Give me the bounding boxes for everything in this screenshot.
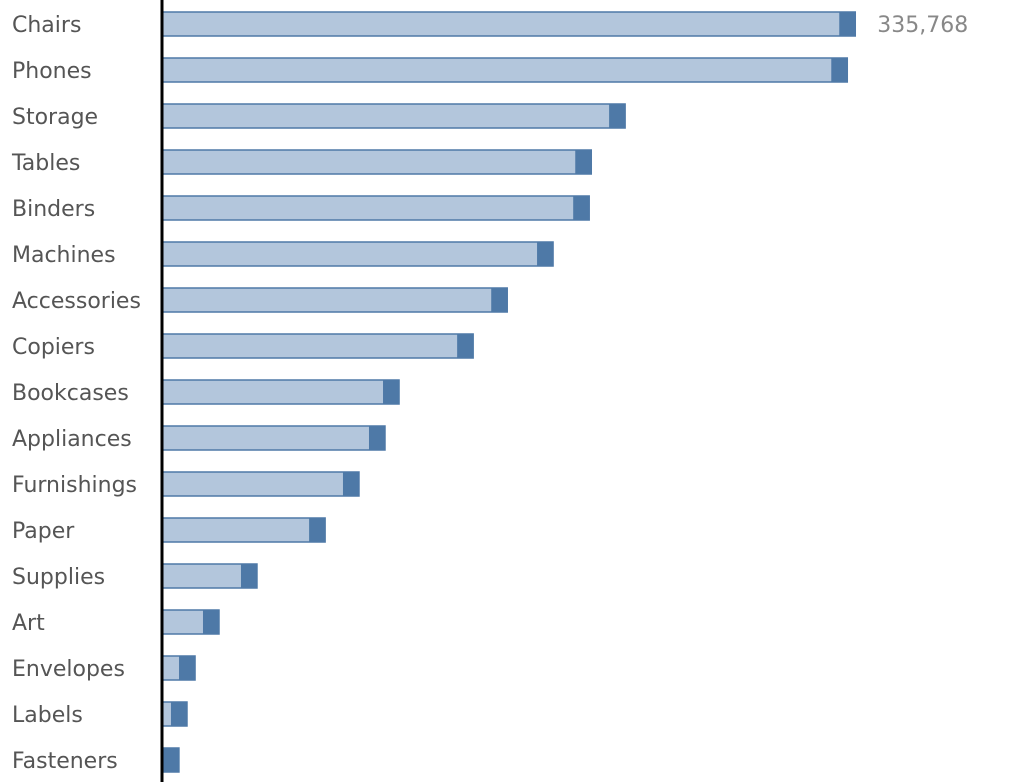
category-label: Fasteners (12, 749, 118, 774)
bar-cap (537, 242, 554, 266)
category-label: Phones (12, 59, 92, 84)
bar-cap (309, 518, 326, 542)
bar-cap (457, 334, 474, 358)
bar (161, 57, 849, 83)
bar (161, 471, 360, 497)
bar-cap (573, 196, 590, 220)
bar (161, 149, 593, 175)
bar (161, 241, 554, 267)
bar (161, 195, 590, 221)
category-label: Binders (12, 197, 95, 222)
category-label: Storage (12, 105, 98, 130)
bar-cap (202, 610, 219, 634)
category-label: Art (12, 611, 45, 636)
bar-cap (342, 472, 359, 496)
bar-cap (575, 150, 592, 174)
category-label: Paper (12, 519, 75, 544)
bar-cap (170, 702, 187, 726)
bar (161, 379, 400, 405)
category-label: Machines (12, 243, 116, 268)
category-label: Bookcases (12, 381, 129, 406)
value-label: 335,768 (877, 13, 968, 38)
bar (161, 11, 857, 37)
bar-cap (831, 58, 848, 82)
bar-cap (491, 288, 508, 312)
category-label: Labels (12, 703, 83, 728)
bar-cap (368, 426, 385, 450)
category-label: Supplies (12, 565, 105, 590)
category-label: Chairs (12, 13, 81, 38)
bar (161, 517, 326, 543)
bar (161, 103, 626, 129)
category-label: Tables (11, 151, 80, 176)
category-label: Envelopes (12, 657, 125, 682)
bar-cap (609, 104, 626, 128)
bar-cap (179, 656, 196, 680)
bar-cap (383, 380, 400, 404)
category-label: Copiers (12, 335, 95, 360)
category-label: Accessories (12, 289, 141, 314)
bar (161, 333, 474, 359)
bar-cap (240, 564, 257, 588)
bar-cap (162, 748, 179, 772)
category-label: Furnishings (12, 473, 137, 498)
bar (161, 287, 508, 313)
category-label: Appliances (12, 427, 132, 452)
bar (161, 425, 386, 451)
bar-cap (839, 12, 856, 36)
